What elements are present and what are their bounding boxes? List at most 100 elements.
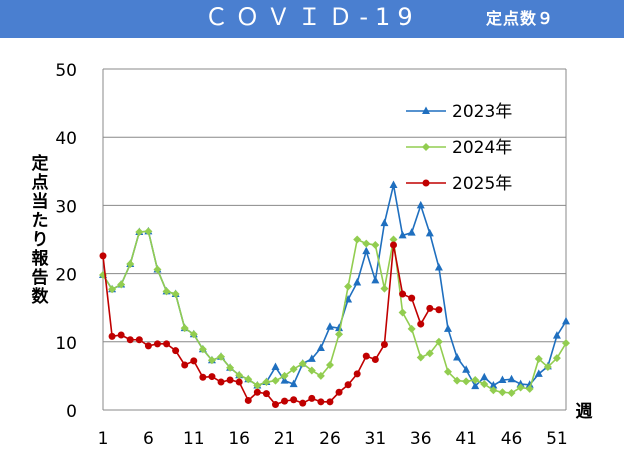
data-point-s2023 [507, 374, 516, 383]
data-point-s2024 [562, 339, 570, 348]
data-point-s2025 [253, 388, 261, 396]
legend-label-s2023: 2023年 [452, 102, 512, 122]
legend-label-s2025: 2025年 [452, 174, 512, 194]
data-point-s2025 [135, 336, 143, 344]
data-point-s2025 [181, 361, 189, 369]
data-point-s2025 [172, 347, 180, 355]
data-point-s2024 [244, 375, 253, 384]
x-tick-label: 1 [98, 429, 109, 449]
data-point-s2024 [480, 380, 489, 389]
data-point-s2024 [153, 265, 162, 274]
data-point-s2025 [99, 252, 107, 260]
data-point-s2024 [198, 345, 207, 354]
data-point-s2025 [417, 320, 425, 328]
data-point-s2024 [443, 367, 452, 376]
data-point-s2023 [471, 381, 480, 390]
data-point-s2024 [171, 290, 180, 299]
data-point-s2024 [271, 376, 280, 385]
data-point-s2025 [262, 390, 270, 398]
data-point-s2024 [307, 366, 316, 375]
data-point-s2025 [117, 331, 125, 339]
y-tick-label: 50 [55, 61, 77, 81]
x-axis-label: 週 [576, 402, 593, 422]
x-tick-label: 51 [546, 429, 568, 449]
data-point-s2023 [325, 322, 334, 330]
x-tick-label: 21 [274, 429, 296, 449]
series-line-s2023 [102, 184, 567, 388]
data-point-s2024 [325, 360, 334, 369]
data-point-s2025 [380, 341, 388, 349]
data-point-s2024 [489, 386, 498, 395]
data-point-s2024 [253, 381, 262, 390]
x-tick-label: 36 [410, 429, 432, 449]
data-point-s2024 [398, 308, 407, 317]
data-point-s2024 [189, 330, 198, 339]
data-point-s2023 [443, 324, 452, 332]
x-tick-label: 11 [183, 429, 205, 449]
data-point-s2023 [398, 230, 407, 239]
data-point-s2023 [371, 275, 380, 284]
data-point-s2023 [335, 323, 344, 332]
data-point-s2023 [316, 343, 325, 351]
data-point-s2024 [353, 235, 362, 244]
data-point-s2025 [281, 397, 289, 405]
data-point-s2025 [426, 304, 434, 312]
data-point-s2024 [126, 260, 135, 269]
data-point-s2025 [235, 378, 243, 386]
data-point-s2023 [389, 180, 398, 188]
data-point-s2024 [344, 282, 353, 291]
data-point-s2023 [425, 228, 434, 237]
x-tick-label: 46 [501, 429, 523, 449]
data-point-s2024 [525, 384, 534, 393]
y-tick-label: 30 [55, 197, 77, 217]
data-point-s2025 [362, 352, 370, 360]
data-point-s2024 [235, 371, 244, 380]
data-point-s2024 [453, 376, 462, 385]
data-point-s2023 [562, 316, 570, 325]
chart-subtitle: 定点数９ [486, 9, 555, 28]
data-point-s2024 [434, 337, 443, 346]
data-point-s2023 [434, 262, 443, 271]
y-tick-label: 10 [55, 334, 77, 354]
data-point-s2023 [480, 372, 489, 381]
y-tick-label: 40 [55, 129, 77, 149]
data-point-s2024 [335, 330, 344, 339]
data-point-s2025 [335, 388, 343, 396]
data-point-s2024 [180, 324, 189, 333]
x-tick-label: 16 [228, 429, 250, 449]
data-point-s2025 [371, 356, 379, 364]
data-point-s2023 [271, 362, 280, 371]
data-point-s2023 [289, 379, 298, 388]
data-point-s2025 [435, 306, 443, 314]
data-point-s2025 [390, 241, 398, 249]
data-point-s2025 [190, 357, 198, 365]
data-point-s2023 [380, 218, 389, 227]
legend-marker-s2024 [422, 143, 430, 151]
legend-marker-s2023 [422, 106, 430, 114]
data-point-s2024 [144, 227, 153, 236]
data-point-s2024 [389, 235, 398, 244]
data-point-s2024 [462, 377, 471, 386]
data-point-s2023 [353, 277, 362, 286]
data-point-s2024 [371, 240, 380, 249]
data-point-s2025 [317, 398, 325, 406]
legend-marker-s2025 [422, 179, 430, 187]
data-point-s2023 [416, 200, 425, 209]
data-point-s2023 [525, 380, 534, 388]
data-point-s2025 [353, 370, 361, 378]
data-point-s2023 [462, 365, 471, 373]
data-point-s2025 [163, 340, 171, 348]
data-point-s2025 [290, 396, 298, 404]
data-point-s2023 [534, 369, 543, 377]
data-point-s2025 [217, 378, 225, 386]
data-point-s2025 [399, 290, 407, 298]
data-point-s2025 [326, 398, 334, 406]
data-point-s2024 [298, 359, 307, 368]
header-bar [0, 0, 624, 38]
data-point-s2024 [552, 354, 561, 363]
x-tick-label: 6 [143, 429, 154, 449]
data-point-s2024 [407, 324, 416, 333]
data-point-s2024 [534, 354, 543, 363]
data-point-s2023 [516, 379, 525, 388]
